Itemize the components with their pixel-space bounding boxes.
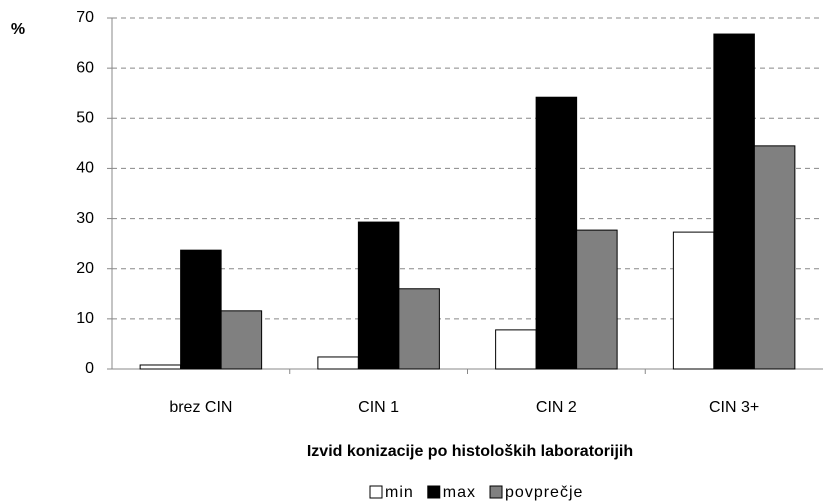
- bar: [317, 356, 359, 370]
- legend-swatch: [369, 485, 383, 499]
- legend-label: min: [385, 484, 414, 501]
- bar: [220, 310, 263, 370]
- legend-label: max: [443, 484, 476, 501]
- y-tick-label: 10: [76, 310, 94, 327]
- bar: [357, 221, 400, 370]
- y-tick-label: 60: [76, 59, 94, 76]
- bar: [180, 249, 222, 370]
- bar: [576, 229, 618, 370]
- bar: [672, 231, 715, 370]
- bar: [139, 364, 182, 370]
- y-axis-label: %: [11, 21, 25, 38]
- x-tick-label: CIN 1: [358, 399, 399, 416]
- x-axis-title: Izvid konizacije po histoloških laborato…: [307, 443, 633, 460]
- x-tick-label: CIN 3+: [709, 399, 759, 416]
- legend-swatch: [489, 485, 503, 499]
- legend-label: povprečje: [505, 484, 583, 501]
- y-tick-label: 70: [76, 9, 94, 26]
- bar: [495, 329, 537, 370]
- bar: [713, 33, 755, 370]
- y-tick-label: 50: [76, 110, 94, 127]
- bar: [398, 288, 440, 370]
- legend-swatch: [427, 485, 441, 499]
- bar: [753, 145, 796, 370]
- y-tick-label: 40: [76, 160, 94, 177]
- x-tick-label: CIN 2: [536, 399, 577, 416]
- y-tick-label: 0: [85, 360, 94, 377]
- y-tick-label: 30: [76, 210, 94, 227]
- x-tick-label: brez CIN: [169, 399, 232, 416]
- bar: [535, 96, 578, 370]
- y-tick-label: 20: [76, 260, 94, 277]
